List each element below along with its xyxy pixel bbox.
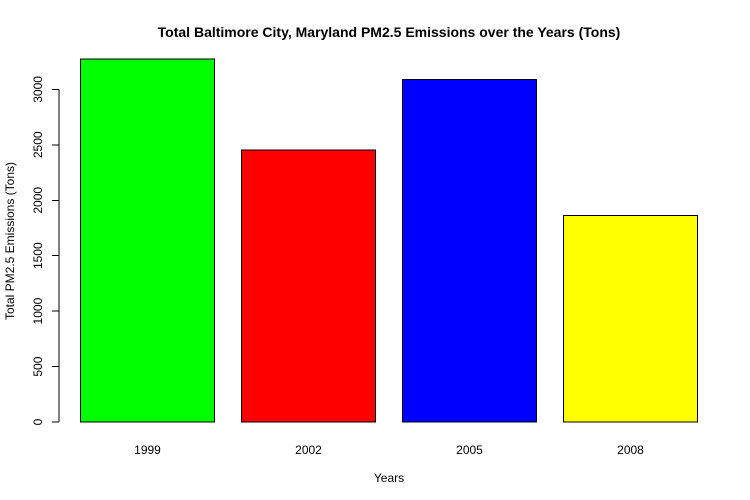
x-tick-label-2002: 2002 — [295, 443, 322, 457]
bar-2008 — [562, 215, 699, 423]
bars-layer — [79, 58, 699, 423]
y-tick-label-2000: 2000 — [31, 187, 45, 214]
y-tick-label-1000: 1000 — [31, 297, 45, 324]
bar-1999 — [79, 58, 216, 423]
y-axis: 0 500 1000 1500 2000 2500 3000 — [31, 76, 60, 425]
y-tick-label-3000: 3000 — [31, 76, 45, 103]
x-tick-label-1999: 1999 — [134, 443, 161, 457]
bar-2002 — [240, 149, 376, 423]
y-axis-label: Total PM2.5 Emissions (Tons) — [3, 162, 17, 320]
y-tick-label-1500: 1500 — [31, 242, 45, 269]
y-tick-label-500: 500 — [31, 356, 45, 376]
y-tick-label-0: 0 — [31, 418, 45, 425]
chart-title: Total Baltimore City, Maryland PM2.5 Emi… — [158, 24, 621, 40]
x-tick-label-2005: 2005 — [456, 443, 483, 457]
x-tick-label-2008: 2008 — [617, 443, 644, 457]
x-axis-tick-labels: 1999 2002 2005 2008 — [134, 443, 644, 457]
bar-2005 — [401, 78, 537, 423]
x-axis-label: Years — [374, 471, 404, 485]
y-tick-label-2500: 2500 — [31, 131, 45, 158]
